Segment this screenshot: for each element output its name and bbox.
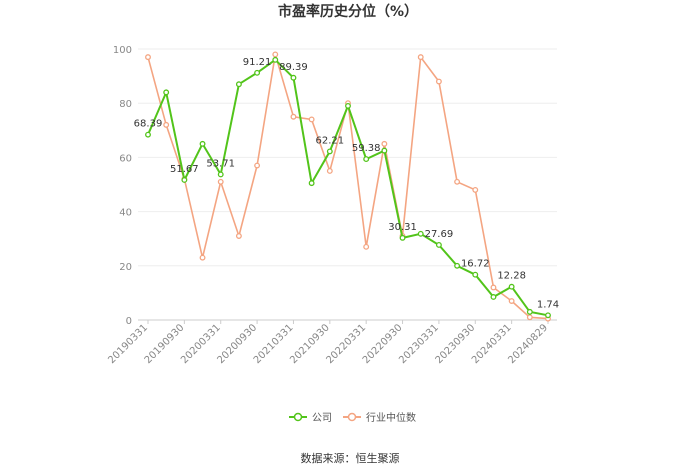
data-point xyxy=(254,162,261,169)
chart-title: 市盈率历史分位（%） xyxy=(278,3,418,20)
source-note: 数据来源：恒生聚源 xyxy=(301,451,400,465)
data-label: 59.38 xyxy=(352,143,381,154)
gridlines xyxy=(138,48,557,321)
data-point xyxy=(199,140,206,147)
data-label: 27.69 xyxy=(425,229,454,240)
y-tick-label: 80 xyxy=(119,99,132,110)
data-point xyxy=(526,314,533,321)
y-tick-label: 100 xyxy=(113,45,132,56)
data-point xyxy=(381,140,388,147)
data-point xyxy=(308,180,315,187)
data-point xyxy=(145,54,151,61)
data-point xyxy=(435,242,442,248)
data-label: 53.71 xyxy=(206,158,235,169)
data-point xyxy=(490,294,497,300)
data-point xyxy=(472,186,479,193)
data-labels: 68.39 51.67 53.71 91.21 89.39 62.21 59.38 30.31… xyxy=(134,57,559,310)
data-point xyxy=(235,81,242,88)
data-point xyxy=(199,254,206,261)
y-tick-label: 0 xyxy=(126,316,132,327)
x-axis-ticks: 2019033120190930202003312020093020210331… xyxy=(106,320,550,366)
legend-marker xyxy=(293,412,303,422)
data-point xyxy=(163,121,170,128)
x-tick-label: 20240829 xyxy=(506,322,550,366)
data-point xyxy=(217,178,224,185)
data-point xyxy=(145,131,151,138)
legend: 公司 行业中位数 xyxy=(289,411,416,424)
series-group xyxy=(145,51,551,322)
data-point xyxy=(308,116,315,123)
data-point xyxy=(363,243,370,250)
data-label: 1.74 xyxy=(537,299,559,310)
data-point xyxy=(290,113,297,120)
data-point xyxy=(472,271,479,278)
data-point xyxy=(217,171,224,178)
data-point xyxy=(163,89,170,96)
y-tick-label: 40 xyxy=(119,208,132,219)
data-label: 68.39 xyxy=(134,119,163,130)
legend-label: 公司 xyxy=(312,413,332,424)
data-label: 62.21 xyxy=(315,135,344,146)
data-point xyxy=(326,167,333,174)
data-point xyxy=(272,56,279,63)
data-point xyxy=(381,147,388,154)
data-point xyxy=(345,102,351,109)
data-point xyxy=(545,312,551,319)
data-label: 30.31 xyxy=(388,222,417,233)
data-point xyxy=(417,230,424,237)
legend-label: 行业中位数 xyxy=(366,411,416,424)
data-point xyxy=(417,54,424,61)
data-point xyxy=(526,308,533,315)
y-axis-ticks: 0 20 40 60 80 100 xyxy=(113,45,132,327)
data-point xyxy=(490,284,497,291)
legend-marker xyxy=(347,412,357,422)
series-line xyxy=(147,58,549,317)
data-point xyxy=(454,178,461,185)
data-label: 51.67 xyxy=(170,164,199,175)
data-label: 89.39 xyxy=(279,62,308,73)
data-label: 91.21 xyxy=(243,57,272,68)
data-point xyxy=(508,283,515,290)
y-tick-label: 60 xyxy=(119,153,132,164)
data-point xyxy=(272,51,279,58)
data-point xyxy=(363,156,370,163)
data-label: 12.28 xyxy=(497,271,526,282)
data-point xyxy=(235,233,242,239)
data-point xyxy=(181,177,188,183)
data-point xyxy=(508,298,515,304)
data-point xyxy=(326,148,333,155)
data-point xyxy=(290,74,297,81)
data-point xyxy=(254,69,261,76)
data-point xyxy=(435,78,442,85)
data-label: 16.72 xyxy=(461,259,490,270)
data-point xyxy=(454,262,461,269)
data-point xyxy=(399,234,406,241)
series-line xyxy=(147,54,549,320)
y-tick-label: 20 xyxy=(119,262,132,273)
